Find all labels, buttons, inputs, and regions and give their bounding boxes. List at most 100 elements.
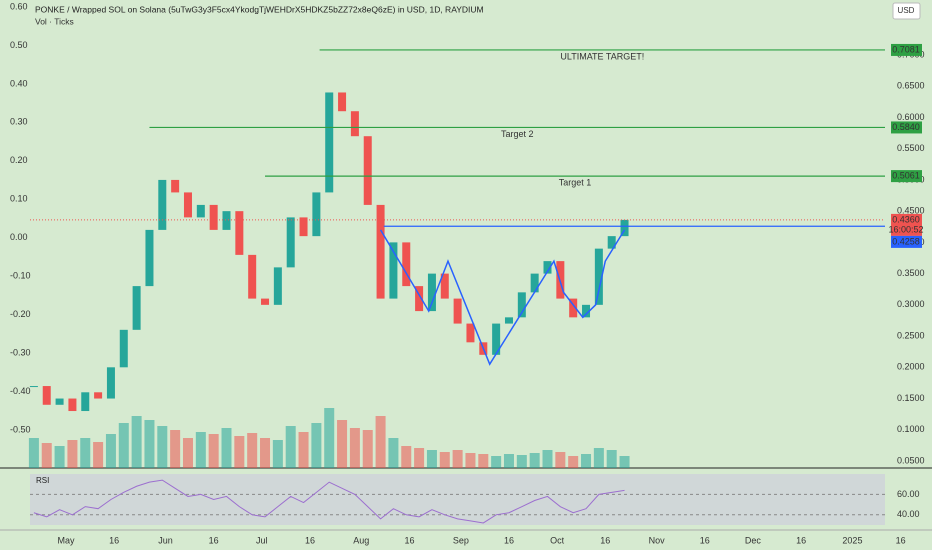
y-tick-label: 0.1000 [897, 424, 925, 434]
volume-bar [542, 450, 553, 468]
volume-bar [247, 433, 258, 468]
x-tick-label: 16 [404, 535, 414, 545]
candle [325, 92, 334, 193]
volume-bar [401, 446, 412, 468]
y-tick-label: 0.6500 [897, 81, 925, 91]
candle [196, 204, 205, 218]
x-tick-label: 16 [209, 535, 219, 545]
x-tick-label: May [57, 535, 75, 545]
rsi-pane [30, 474, 885, 525]
y-tick-label: 0.4500 [897, 206, 925, 216]
price-box-label: 0.7081 [892, 44, 920, 54]
indicator: Vol · Ticks [35, 16, 74, 26]
rsi-label: RSI [36, 476, 49, 485]
candle [415, 286, 424, 312]
candle [492, 323, 501, 355]
volume-bar [221, 428, 232, 468]
y-tick-label: 0.6000 [897, 112, 925, 122]
left-tick-label: 0.40 [10, 78, 28, 88]
volume-bar [311, 423, 322, 468]
candle [94, 392, 103, 399]
candle [543, 261, 552, 274]
candle [402, 242, 411, 287]
volume-bar [28, 438, 39, 468]
volume-bar [606, 450, 617, 468]
volume-bar [105, 434, 116, 468]
candle [183, 192, 192, 218]
candle [119, 329, 128, 368]
volume-bar [80, 438, 91, 468]
volume-bar [41, 443, 52, 468]
rsi-tick-label: 40.00 [897, 509, 920, 519]
neckline-box [891, 235, 922, 248]
x-tick-label: Dec [745, 535, 762, 545]
y-tick-label: 0.0500 [897, 455, 925, 465]
left-tick-label: 0.00 [10, 232, 28, 242]
y-tick-label: 0.3000 [897, 299, 925, 309]
x-tick-label: Sep [453, 535, 469, 545]
currency-button[interactable] [892, 2, 921, 20]
y-tick-label: 0.1500 [897, 393, 925, 403]
volume-bar [324, 408, 335, 468]
candle [607, 236, 616, 249]
volume-bar [272, 440, 283, 468]
left-tick-label: -0.20 [10, 309, 31, 319]
x-tick-label: 2025 [842, 535, 862, 545]
x-tick-label: Nov [649, 535, 666, 545]
candle [158, 179, 167, 230]
volume-bar [93, 442, 104, 468]
volume-bar [260, 438, 271, 468]
candle [582, 304, 591, 318]
volume-bar [118, 423, 129, 468]
y-tick-label: 0.2000 [897, 362, 925, 372]
neckline-label: 0.4258 [892, 236, 920, 246]
volume-bar [581, 454, 592, 468]
candle [530, 273, 539, 293]
pattern [379, 229, 626, 366]
volume-bar [426, 450, 437, 468]
title: PONKE / Wrapped SOL on Solana (5uTwG3y3F… [35, 4, 484, 14]
candle [209, 204, 218, 230]
candle [389, 242, 398, 299]
volume-bar [452, 450, 463, 468]
candle [299, 217, 308, 237]
candle [68, 398, 77, 412]
left-tick-label: 0.10 [10, 194, 28, 204]
candle [312, 192, 321, 237]
volume-bar [555, 452, 566, 468]
left-tick-label: 0.60 [10, 1, 28, 11]
rsi-tick-label: 60.00 [897, 489, 920, 499]
volume-bar [208, 434, 219, 468]
volume-bar [388, 438, 399, 468]
candle [594, 248, 603, 305]
candle [517, 292, 526, 318]
volume-bar [54, 446, 65, 468]
volume-bar [144, 420, 155, 468]
volume-bar [157, 426, 168, 468]
last-price-box [891, 213, 922, 236]
candle [338, 92, 347, 112]
last-price-label: 0.4360 [892, 214, 920, 224]
rsi-line [33, 479, 625, 524]
candle [350, 111, 359, 137]
volume-bar [195, 432, 206, 468]
volume-bar [349, 428, 360, 468]
candle [261, 298, 270, 305]
candle [42, 386, 51, 405]
currency[interactable]: USD [898, 6, 915, 15]
volume-bar [619, 456, 630, 468]
volume-bar [478, 454, 489, 468]
volume-bar [170, 430, 181, 468]
left-tick-label: 0.30 [10, 117, 28, 127]
candle [106, 367, 115, 399]
left-tick-label: -0.30 [10, 347, 31, 357]
candle [466, 323, 475, 343]
x-tick-label: 16 [896, 535, 906, 545]
candle [81, 392, 90, 412]
x-tick-label: Aug [353, 535, 369, 545]
volume-bar [529, 453, 540, 468]
volume-bar [375, 416, 386, 468]
countdown: 16:00:52 [888, 224, 923, 234]
candle [29, 386, 38, 388]
